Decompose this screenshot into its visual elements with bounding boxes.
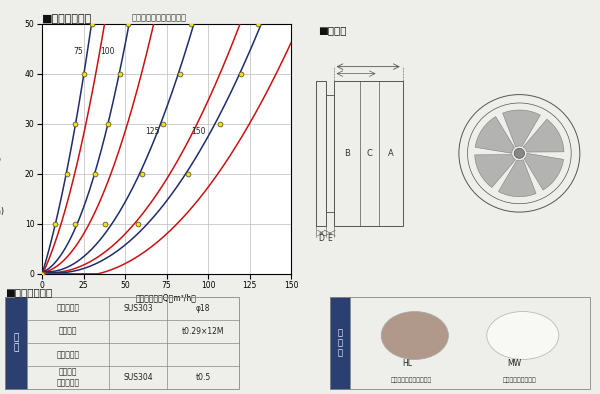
Text: C: C	[366, 149, 372, 158]
Text: 製品単体の通気量試験表: 製品単体の通気量試験表	[132, 14, 187, 23]
Polygon shape	[475, 117, 515, 153]
Text: ヘアーライン・クリヤー: ヘアーライン・クリヤー	[391, 377, 433, 383]
Polygon shape	[523, 119, 564, 152]
Text: ■通気量試験表: ■通気量試験表	[42, 14, 92, 24]
Polygon shape	[524, 153, 563, 190]
X-axis label: 風　　量　　Q（m³/h）: 風 量 Q（m³/h）	[136, 293, 197, 302]
Text: 材
質: 材 質	[13, 333, 19, 353]
Text: 本　　体
レジスター: 本 体 レジスター	[56, 368, 80, 387]
Text: HL: HL	[402, 359, 412, 368]
Text: (Pa): (Pa)	[0, 207, 5, 216]
Polygon shape	[499, 160, 536, 197]
Text: φ18: φ18	[196, 304, 210, 313]
Text: MW: MW	[508, 359, 522, 368]
Text: ミルキー・ホワイト: ミルキー・ホワイト	[503, 377, 536, 383]
Text: t0.29×12M: t0.29×12M	[182, 327, 224, 336]
Text: 回　転　板: 回 転 板	[56, 350, 80, 359]
Bar	[330, 297, 590, 389]
Text: 100: 100	[100, 46, 115, 56]
Text: E: E	[328, 234, 332, 243]
Text: 150: 150	[191, 127, 206, 136]
Text: B: B	[344, 149, 350, 158]
Ellipse shape	[381, 312, 448, 359]
Ellipse shape	[487, 312, 559, 359]
Text: ■寸法図: ■寸法図	[318, 25, 346, 35]
Bar	[5, 297, 239, 389]
Text: 金　　網: 金 網	[59, 327, 77, 336]
Text: D: D	[319, 234, 324, 243]
Text: カ
ラ
ー: カ ラ ー	[337, 328, 343, 358]
Bar	[334, 81, 403, 226]
Text: A: A	[388, 149, 394, 158]
Text: ツ　マ　ミ: ツ マ ミ	[56, 304, 80, 313]
Text: t0.5: t0.5	[196, 373, 211, 382]
Polygon shape	[475, 154, 515, 188]
Bar	[5, 297, 27, 389]
Bar	[316, 81, 326, 226]
Text: SUS303: SUS303	[123, 304, 153, 313]
Circle shape	[514, 148, 524, 158]
Bar	[330, 297, 350, 389]
Text: SUS304: SUS304	[123, 373, 153, 382]
Text: ■材質・カラー: ■材質・カラー	[5, 287, 52, 297]
Text: 125: 125	[145, 127, 159, 136]
Bar	[326, 95, 334, 212]
Text: 75: 75	[74, 46, 83, 56]
Polygon shape	[503, 110, 541, 147]
